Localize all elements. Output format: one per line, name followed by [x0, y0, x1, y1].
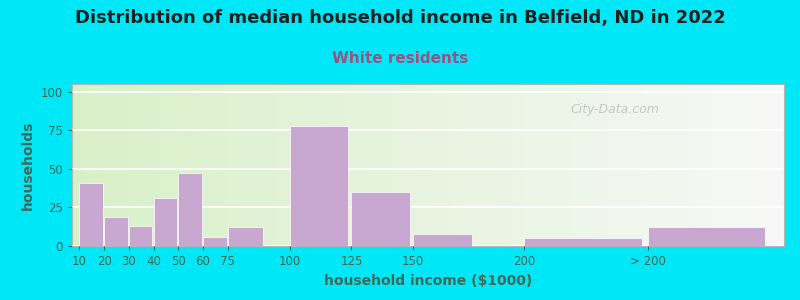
Bar — [535, 84, 546, 246]
Bar — [630, 84, 642, 246]
Bar — [298, 84, 310, 246]
Y-axis label: households: households — [21, 120, 35, 210]
Bar — [310, 84, 321, 246]
Bar — [558, 84, 570, 246]
Bar — [499, 84, 511, 246]
Bar — [104, 217, 128, 246]
Bar — [393, 84, 404, 246]
Bar — [143, 84, 155, 246]
Bar — [416, 84, 428, 246]
Bar — [203, 237, 226, 246]
Bar — [511, 84, 523, 246]
Bar — [96, 84, 107, 246]
Bar — [648, 227, 766, 246]
Bar — [321, 84, 333, 246]
Bar — [725, 84, 737, 246]
Bar — [228, 227, 263, 246]
Bar — [290, 126, 348, 246]
Bar — [274, 84, 286, 246]
Bar — [440, 84, 452, 246]
Bar — [487, 84, 499, 246]
Bar — [475, 84, 487, 246]
Bar — [286, 84, 298, 246]
Bar — [464, 84, 475, 246]
Bar — [523, 84, 534, 246]
Bar — [154, 198, 177, 246]
Bar — [250, 84, 262, 246]
Bar — [749, 84, 760, 246]
Bar — [129, 226, 152, 246]
Bar — [72, 84, 84, 246]
Bar — [119, 84, 131, 246]
Bar — [713, 84, 725, 246]
X-axis label: household income ($1000): household income ($1000) — [324, 274, 532, 288]
Bar — [179, 84, 190, 246]
Bar — [238, 84, 250, 246]
Bar — [404, 84, 416, 246]
Bar — [369, 84, 381, 246]
Bar — [606, 84, 618, 246]
Bar — [333, 84, 345, 246]
Bar — [428, 84, 440, 246]
Bar — [131, 84, 143, 246]
Text: City-Data.com: City-Data.com — [570, 103, 659, 116]
Bar — [582, 84, 594, 246]
Bar — [772, 84, 784, 246]
Bar — [737, 84, 749, 246]
Bar — [594, 84, 606, 246]
Bar — [546, 84, 558, 246]
Bar — [262, 84, 274, 246]
Bar — [525, 238, 642, 246]
Bar — [155, 84, 167, 246]
Bar — [760, 84, 772, 246]
Bar — [381, 84, 393, 246]
Bar — [107, 84, 119, 246]
Bar — [79, 183, 103, 246]
Bar — [84, 84, 96, 246]
Text: Distribution of median household income in Belfield, ND in 2022: Distribution of median household income … — [74, 9, 726, 27]
Bar — [452, 84, 464, 246]
Bar — [618, 84, 630, 246]
Bar — [570, 84, 582, 246]
Bar — [413, 234, 472, 246]
Bar — [214, 84, 226, 246]
Bar — [677, 84, 689, 246]
Bar — [351, 192, 410, 246]
Bar — [345, 84, 357, 246]
Text: White residents: White residents — [332, 51, 468, 66]
Bar — [202, 84, 214, 246]
Bar — [689, 84, 701, 246]
Bar — [642, 84, 654, 246]
Bar — [357, 84, 369, 246]
Bar — [701, 84, 713, 246]
Bar — [226, 84, 238, 246]
Bar — [178, 173, 202, 246]
Bar — [654, 84, 666, 246]
Bar — [190, 84, 202, 246]
Bar — [666, 84, 677, 246]
Bar — [167, 84, 179, 246]
